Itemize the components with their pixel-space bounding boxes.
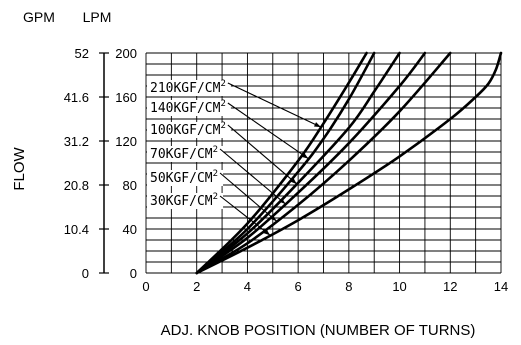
series-leader-arrowhead: [263, 229, 271, 236]
series-label-background: [147, 193, 224, 209]
axis-layer: 0 2 4 6 8 10 12 14 0 10.4 20.8 31.2 41.6 52 0 40 80 120 16…: [64, 46, 509, 294]
gpm-unit-label: GPM: [23, 9, 55, 25]
series-label: 70KGF/CM2: [150, 145, 218, 162]
x-tick-label: 10: [392, 279, 406, 294]
x-tick-label: 8: [345, 279, 352, 294]
series-leader-arrowhead: [270, 215, 277, 222]
curve-layer: [195, 51, 503, 275]
series-curve: [195, 51, 503, 275]
lpm-tick-label: 200: [115, 46, 137, 61]
x-tick-label: 2: [193, 279, 200, 294]
series-curve: [195, 51, 452, 275]
series-leader-line: [219, 195, 271, 236]
series-label-background: [147, 170, 224, 186]
series-leader-arrowhead: [301, 152, 309, 159]
gpm-tick-label: 10.4: [64, 222, 89, 237]
series-label: 100KGF/CM2: [150, 121, 226, 138]
x-tick-label: 12: [443, 279, 457, 294]
gpm-tick-label: 41.6: [64, 90, 89, 105]
gpm-tick-label: 31.2: [64, 134, 89, 149]
series-leader-line: [227, 102, 309, 160]
gpm-tick-label: 20.8: [64, 178, 89, 193]
x-tick-label: 14: [494, 279, 508, 294]
x-tick-label: 0: [142, 279, 149, 294]
x-tick-label: 4: [244, 279, 251, 294]
series-label: 30KGF/CM2: [150, 192, 218, 209]
x-tick-label: 6: [295, 279, 302, 294]
y-axis-title: FLOW: [11, 146, 28, 190]
grid-layer: [145, 52, 502, 274]
x-axis-title: ADJ. KNOB POSITION (NUMBER OF TURNS): [161, 322, 476, 339]
series-leader-line: [219, 148, 286, 205]
series-curve: [195, 51, 376, 275]
gpm-tick-label: 52: [75, 46, 89, 61]
series-leader-arrowhead: [278, 197, 286, 204]
label-layer: 210KGF/CM2 140KGF/CM2 100KGF/CM2 70KGF/CM2 5…: [147, 79, 322, 236]
series-leader-arrowhead: [313, 122, 321, 128]
gpm-tick-label: 0: [82, 266, 89, 281]
series-curve: [195, 51, 368, 275]
lpm-tick-label: 0: [130, 266, 137, 281]
series-curve: [195, 51, 427, 275]
series-label-background: [147, 80, 231, 96]
series-label-background: [147, 146, 224, 162]
series-label: 50KGF/CM2: [150, 169, 218, 186]
series-leader-line: [227, 124, 298, 185]
series-label: 140KGF/CM2: [150, 99, 226, 116]
lpm-tick-label: 120: [115, 134, 137, 149]
series-leader-arrowhead: [290, 177, 297, 185]
series-curve: [195, 51, 401, 275]
series-label-background: [147, 100, 231, 116]
lpm-unit-label: LPM: [83, 9, 112, 25]
series-leader-line: [219, 172, 277, 222]
series-leader-line: [227, 82, 322, 128]
series-label-background: [147, 122, 231, 138]
lpm-tick-label: 160: [115, 90, 137, 105]
lpm-tick-label: 80: [123, 178, 137, 193]
series-label: 210KGF/CM2: [150, 79, 226, 96]
lpm-tick-label: 40: [123, 222, 137, 237]
